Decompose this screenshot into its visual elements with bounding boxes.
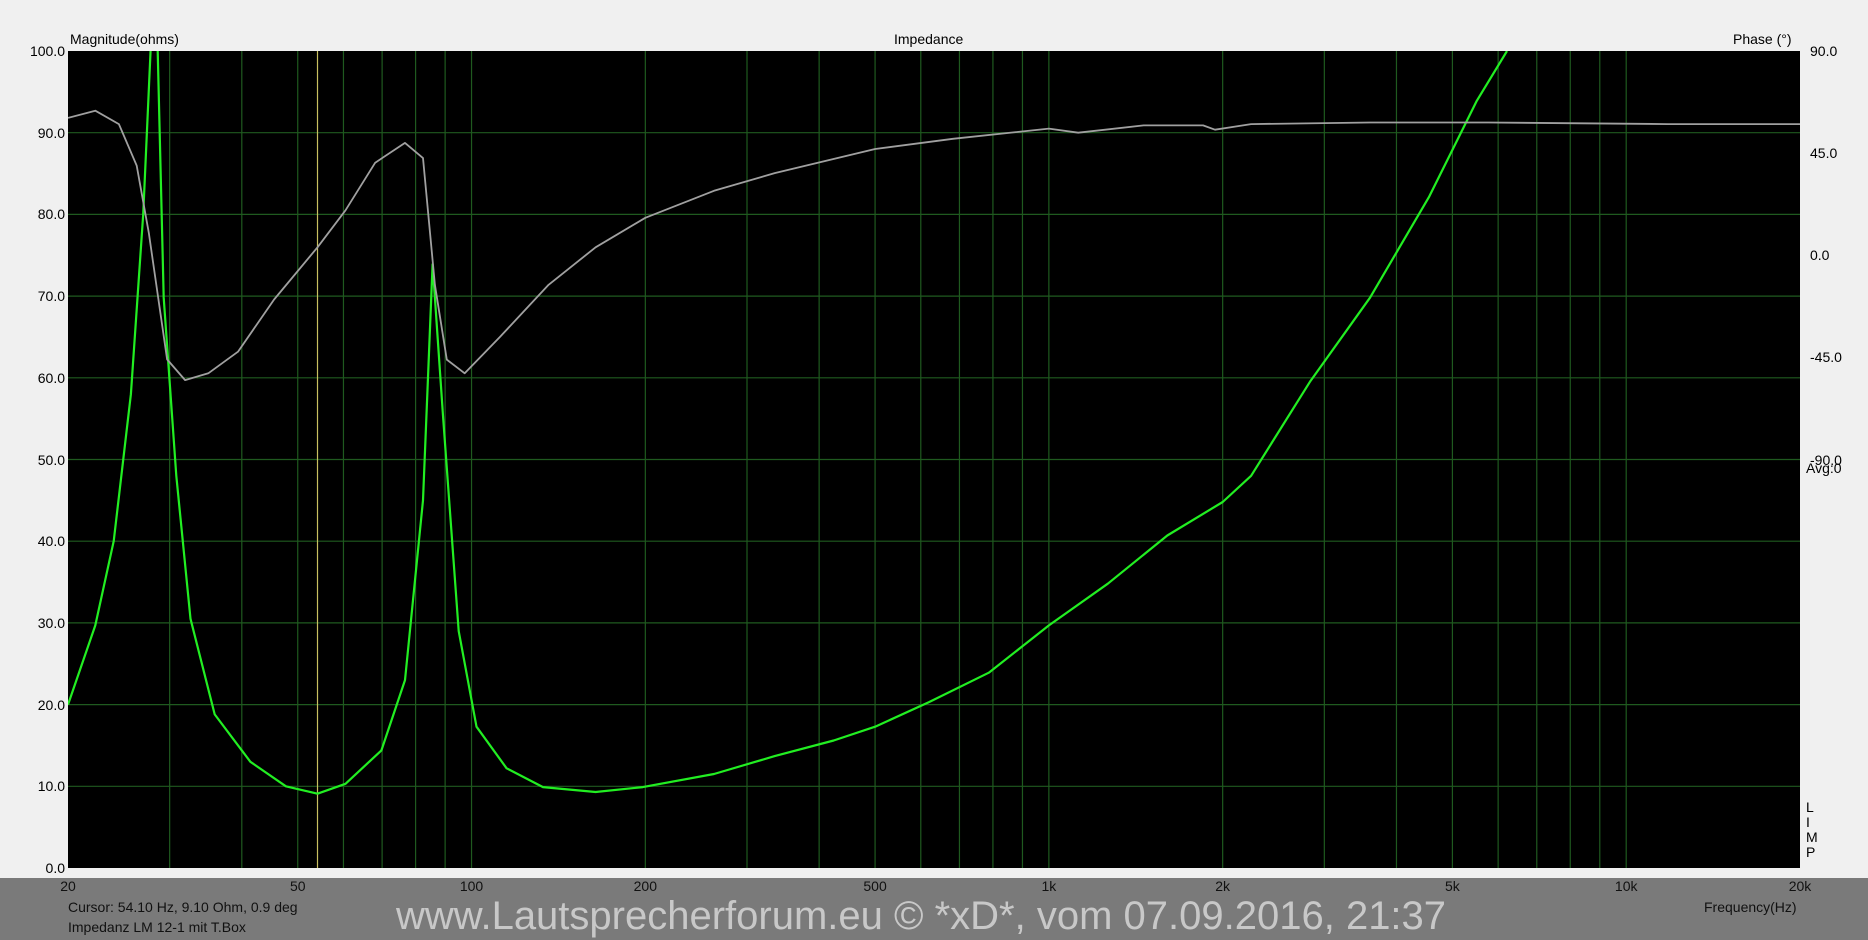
phase-average-label: Avg:0 xyxy=(1806,460,1842,476)
y-tick-label: 70.0 xyxy=(37,288,65,305)
y2-tick-label: -45.0 xyxy=(1810,349,1842,366)
impedance-plot[interactable] xyxy=(0,0,1868,878)
y-tick-label: 0.0 xyxy=(45,860,65,876)
limp-letter: I xyxy=(1806,814,1810,830)
x-tick-label: 20 xyxy=(60,878,76,894)
limp-letter: P xyxy=(1806,844,1816,860)
x-tick-label: 20k xyxy=(1788,878,1812,894)
y2-tick-label: -90.0 xyxy=(1810,451,1842,468)
y-tick-label: 50.0 xyxy=(37,451,65,468)
limp-letter: M xyxy=(1806,829,1818,845)
measurement-description: Impedanz LM 12-1 mit T.Box xyxy=(68,919,246,935)
cursor-readout: Cursor: 54.10 Hz, 9.10 Ohm, 0.9 deg xyxy=(68,899,298,915)
y2-axis-label: Phase (°) xyxy=(1733,31,1792,47)
x-axis-label: Frequency(Hz) xyxy=(1704,899,1797,915)
x-tick-label: 1k xyxy=(1041,878,1057,894)
limp-letter: L xyxy=(1806,799,1814,815)
x-tick-label: 5k xyxy=(1445,878,1460,894)
x-tick-label: 10k xyxy=(1614,878,1638,894)
limp-label: L I M P xyxy=(1806,800,1820,860)
y-axis-label: Magnitude(ohms) xyxy=(70,31,179,47)
footer: 20 50 100 200 500 1k 2k 5k 10k 20k Cursor: 54.10 … xyxy=(0,878,1868,940)
phase-curve xyxy=(68,109,1800,381)
x-tick-label: 200 xyxy=(633,878,658,894)
magnitude-curve xyxy=(68,51,1508,795)
y2-tick-label: 45.0 xyxy=(1810,145,1838,162)
x-tick-label: 500 xyxy=(863,878,887,894)
y-tick-label: 80.0 xyxy=(37,206,65,223)
watermark: www.Lautsprecherforum.eu © *xD*, vom 07.… xyxy=(396,894,1447,938)
y-tick-label: 90.0 xyxy=(37,124,65,141)
y-tick-label: 40.0 xyxy=(37,533,65,550)
chart-title: Impedance xyxy=(894,31,964,47)
y-tick-label: 10.0 xyxy=(37,778,65,795)
y2-tick-label: 0.0 xyxy=(1810,247,1830,264)
y-tick-label: 20.0 xyxy=(37,696,65,713)
y-tick-label: 60.0 xyxy=(37,369,65,386)
y-tick-label: 100.0 xyxy=(29,43,65,59)
x-tick-label: 2k xyxy=(1215,878,1231,894)
x-tick-label: 100 xyxy=(459,878,484,894)
x-tick-label: 50 xyxy=(289,878,306,894)
y-tick-label: 30.0 xyxy=(37,614,65,631)
y2-tick-label: 90.0 xyxy=(1810,43,1838,59)
